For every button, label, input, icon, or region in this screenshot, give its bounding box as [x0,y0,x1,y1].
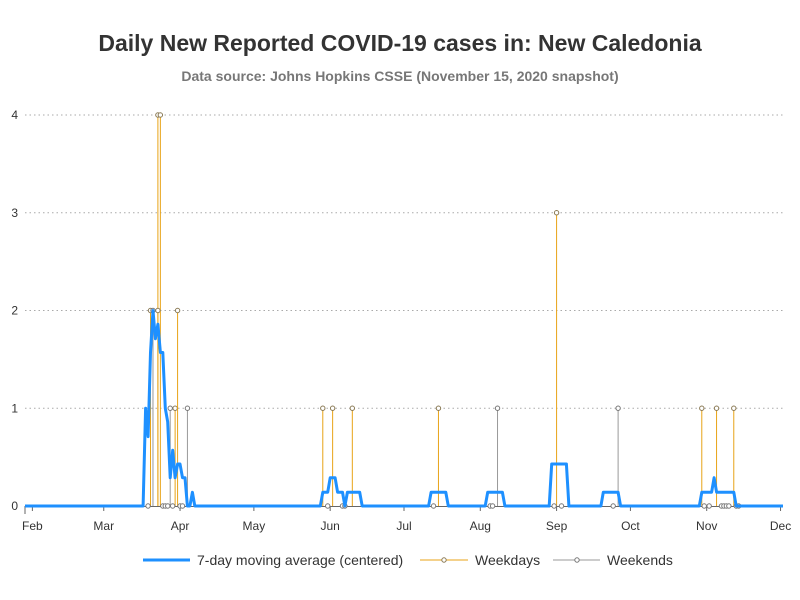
legend-marker-weekends [574,557,580,563]
y-tick-label: 0 [11,499,18,513]
moving-average-layer [25,309,783,508]
legend: 7-day moving average (centered) Weekdays W… [143,552,673,568]
x-tick-label: Sep [546,519,568,533]
needle-point [731,405,737,411]
zero-point [145,503,151,509]
needle-point [494,405,501,411]
zero-point [701,503,707,509]
legend-label-moving-average: 7-day moving average (centered) [197,552,403,568]
needles [145,112,742,509]
x-tick-label: Nov [696,519,717,533]
needle-point [172,405,178,411]
x-tick-label: Apr [171,519,190,533]
zero-point [169,503,176,509]
axes: 0 1 2 3 4 Feb Mar Apr May Jun Jul Aug Sep Oct Nov Dec [11,108,791,533]
needle-point [155,307,161,314]
y-tick-label: 4 [11,108,18,122]
x-tick-label: Mar [93,519,114,533]
needle-point [553,210,560,216]
needle-point [174,307,181,314]
zero-point [179,503,186,509]
zero-point [489,503,496,509]
legend-label-weekdays: Weekdays [475,552,540,568]
gridlines [25,114,783,409]
zero-point [551,503,557,509]
needle-point [167,405,173,411]
zero-point [165,503,171,509]
legend-label-weekends: Weekends [607,552,673,568]
x-tick-label: May [243,519,266,533]
chart-title: Daily New Reported COVID-19 cases in: Ne… [98,30,702,56]
x-tick-label: Jul [396,519,411,533]
x-tick-label: Oct [621,519,640,533]
x-tick-label: Dec [770,519,791,533]
needle-point [615,405,621,411]
needle-point [713,405,720,411]
chart-subtitle: Data source: Johns Hopkins CSSE (Novembe… [181,68,619,84]
needle-point [435,405,442,411]
x-tick-label: Feb [22,519,43,533]
y-tick-label: 3 [11,206,18,220]
y-tick-label: 1 [11,401,18,415]
needle-point [184,405,191,411]
needle-point [329,405,336,411]
zero-point [430,503,437,509]
zero-point [726,503,732,509]
y-tick-label: 2 [11,304,18,318]
needle-point [349,405,356,411]
legend-marker-weekdays [441,557,447,563]
x-tick-label: Aug [470,519,491,533]
zero-point [558,503,565,509]
needle-point [157,112,164,118]
zero-point [610,503,616,509]
zero-point [706,503,712,509]
zero-point [325,503,331,509]
needle-point [699,405,705,411]
x-tick-label: Jun [320,519,339,533]
moving-average-line [25,309,783,508]
needle-point [320,405,326,411]
